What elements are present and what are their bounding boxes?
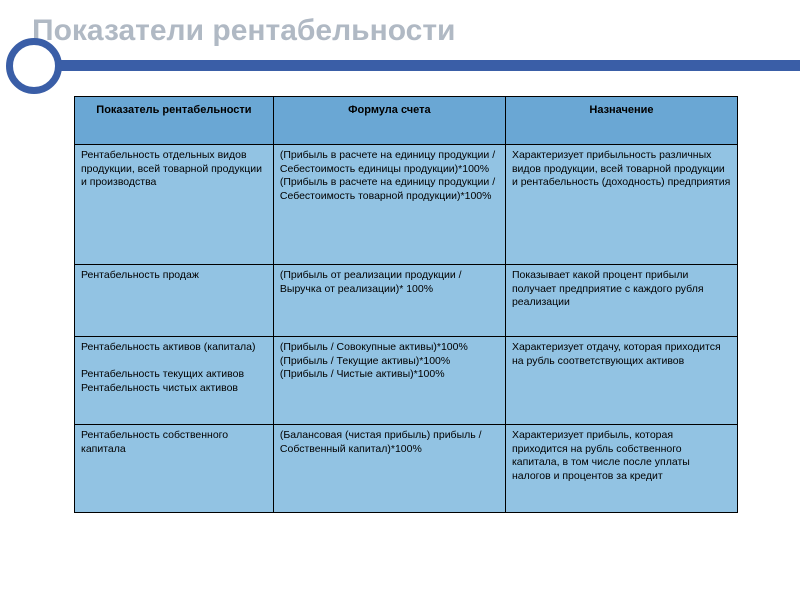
cell-formula: (Прибыль / Совокупные активы)*100%(Прибы…: [273, 337, 505, 425]
cell-purpose: Характеризует прибыль, которая приходитс…: [505, 425, 737, 513]
cell-purpose: Характеризует прибыльность различных вид…: [505, 145, 737, 265]
profitability-table: Показатель рентабельностиФормула счетаНа…: [74, 96, 738, 513]
table-row: Рентабельность собственного капитала(Бал…: [75, 425, 738, 513]
cell-formula: (Прибыль в расчете на единицу продукции …: [273, 145, 505, 265]
cell-indicator: Рентабельность активов (капитала)Рентабе…: [75, 337, 274, 425]
cell-purpose: Характеризует отдачу, которая приходится…: [505, 337, 737, 425]
column-header: Назначение: [505, 97, 737, 145]
column-header: Показатель рентабельности: [75, 97, 274, 145]
table-row: Рентабельность продаж(Прибыль от реализа…: [75, 265, 738, 337]
cell-indicator: Рентабельность продаж: [75, 265, 274, 337]
cell-formula: (Прибыль от реализации продукции / Выруч…: [273, 265, 505, 337]
cell-formula: (Балансовая (чистая прибыль) прибыль / С…: [273, 425, 505, 513]
slide-title: Показатели рентабельности: [32, 14, 455, 48]
bullet-circle-icon: [6, 38, 62, 94]
cell-purpose: Показывает какой процент прибыли получае…: [505, 265, 737, 337]
cell-indicator: Рентабельность собственного капитала: [75, 425, 274, 513]
table-row: Рентабельность отдельных видов продукции…: [75, 145, 738, 265]
title-underline: [34, 60, 800, 71]
table-row: Рентабельность активов (капитала)Рентабе…: [75, 337, 738, 425]
title-bar: Показатели рентабельности: [0, 0, 800, 78]
column-header: Формула счета: [273, 97, 505, 145]
cell-indicator: Рентабельность отдельных видов продукции…: [75, 145, 274, 265]
